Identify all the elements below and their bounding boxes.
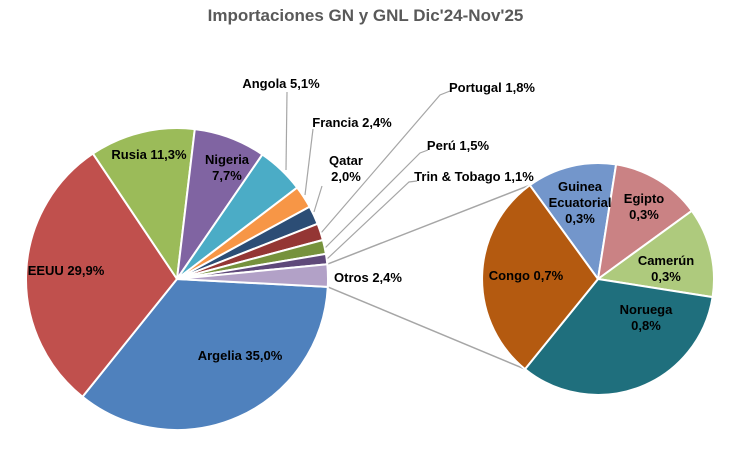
slice-label-nigeria: Nigeria 7,7% xyxy=(204,152,250,183)
slice-otros xyxy=(176,263,329,288)
series-line-lower xyxy=(327,286,526,370)
slice-argelia xyxy=(81,278,329,432)
main-pie xyxy=(25,127,329,432)
slice-label-eeuu: EEUU 29,9% xyxy=(27,263,105,279)
series-connector-lines xyxy=(327,184,531,370)
slice-label-portugal: Portugal 1,8% xyxy=(449,80,535,96)
slice-guinea-ecuatorial xyxy=(528,161,618,280)
slice-label-congo: Congo 0,7% xyxy=(488,268,564,284)
slice-label-argelia: Argelia 35,0% xyxy=(197,348,283,364)
leader-line-portugal xyxy=(320,90,451,234)
slice-label-qatar: Qatar 2,0% xyxy=(329,153,363,184)
slice-label-camerun: Camerún 0,3% xyxy=(637,253,695,284)
slice-congo xyxy=(481,184,599,371)
otros-breakdown-pie xyxy=(481,161,716,396)
slice-label-rusia: Rusia 11,3% xyxy=(111,147,187,163)
slice-noruega xyxy=(524,278,714,396)
leader-line-peru xyxy=(324,149,429,249)
leader-line-francia xyxy=(304,128,314,196)
slice-egipto xyxy=(597,163,693,280)
slice-label-angola: Angola 5,1% xyxy=(242,76,320,92)
label-leader-lines xyxy=(285,90,451,260)
slice-label-otros: Otros 2,4% xyxy=(334,270,402,286)
slice-label-noruega: Noruega 0,8% xyxy=(619,302,673,333)
series-line-upper xyxy=(327,184,531,265)
leader-line-angola xyxy=(285,91,288,171)
leader-line-trin-tobago xyxy=(326,180,418,260)
slice-label-francia: Francia 2,4% xyxy=(312,115,392,131)
slice-label-guinea-ecuatorial: Guinea Ecuatorial 0,3% xyxy=(548,179,612,226)
slice-rusia xyxy=(91,127,196,280)
slice-camerun xyxy=(597,209,716,299)
slice-label-egipto: Egipto 0,3% xyxy=(623,191,665,222)
slice-label-peru: Perú 1,5% xyxy=(426,138,490,154)
chart-title: Importaciones GN y GNL Dic'24-Nov'25 xyxy=(207,6,524,25)
leader-line-qatar xyxy=(313,185,323,213)
slice-label-trin-tobago: Trin & Tobago 1,1% xyxy=(414,169,534,185)
slice-eeuu xyxy=(25,152,178,398)
